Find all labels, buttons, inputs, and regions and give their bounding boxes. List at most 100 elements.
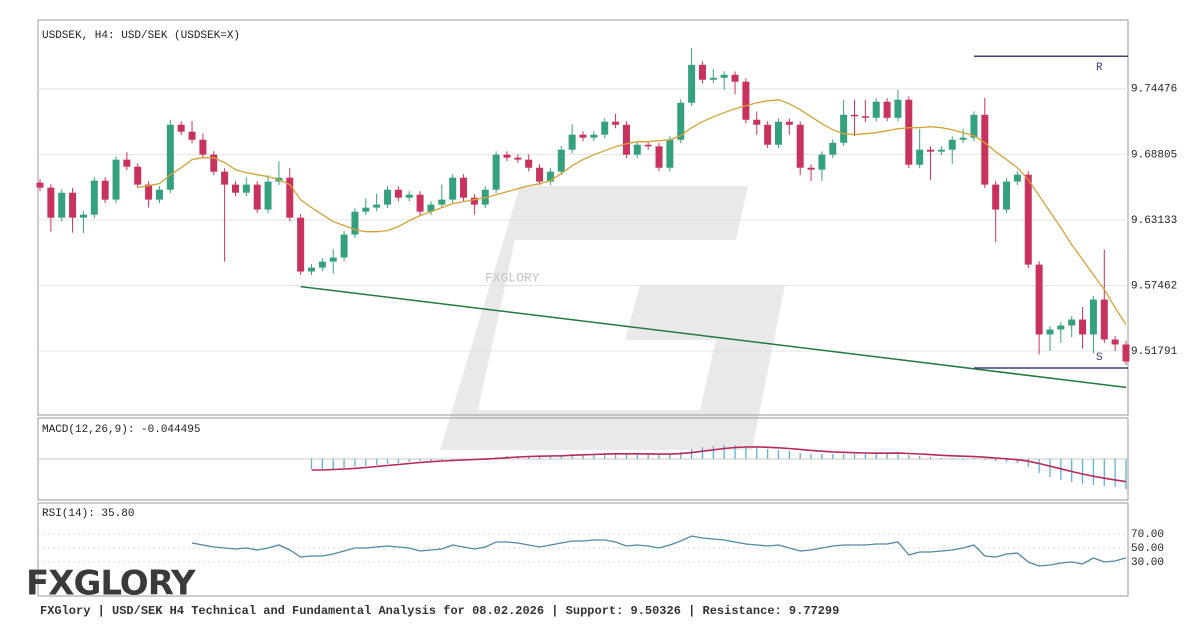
candle-body (69, 192, 77, 218)
level-label: R (1096, 62, 1103, 74)
candle-body (394, 189, 402, 198)
candle-body (145, 184, 153, 200)
candle-body (373, 204, 381, 208)
candle-body (1079, 319, 1087, 335)
candle-body (242, 184, 250, 193)
candle-body (1046, 329, 1054, 335)
candle-body (329, 257, 337, 262)
y-tick-label: 9.63133 (1131, 215, 1177, 227)
candle-body (851, 114, 858, 117)
candle-body (981, 114, 989, 185)
candle-body (427, 204, 435, 212)
candle-body (612, 121, 620, 125)
candle-body (416, 194, 424, 212)
candle-body (742, 81, 750, 120)
main-panel (37, 19, 1129, 416)
candle-body (927, 149, 935, 152)
y-tick-label: 50.00 (1131, 543, 1164, 555)
candle-body (688, 64, 696, 103)
candle-body (677, 102, 685, 140)
candle-body (199, 139, 207, 155)
candle-body (644, 144, 652, 147)
candle-body (796, 124, 804, 168)
candle-body (155, 189, 163, 200)
candle-body (948, 139, 956, 150)
candle-body (992, 184, 1000, 210)
candle-body (525, 159, 533, 168)
candle-body (90, 180, 98, 215)
y-tick-label: 9.57462 (1131, 280, 1177, 292)
macd-title: MACD(12,26,9): -0.044495 (42, 424, 200, 436)
candle-body (340, 234, 348, 258)
candle-body (818, 154, 826, 170)
candle-body (112, 159, 120, 200)
candle-body (861, 116, 869, 118)
candle-body (177, 124, 185, 132)
candle-body (231, 184, 239, 193)
candle-body (514, 157, 522, 160)
y-tick-label: 30.00 (1131, 557, 1164, 569)
candle-body (579, 134, 587, 138)
main-title: USDSEK, H4: USD/SEK (USDSEK=X) (42, 30, 240, 42)
candle-body (134, 166, 142, 185)
rsi-title: RSI(14): 35.80 (42, 508, 134, 520)
candle-body (536, 167, 544, 182)
candle-body (731, 74, 739, 82)
candle-body (655, 146, 663, 168)
candle-body (253, 184, 261, 210)
y-tick-label: 9.74476 (1131, 84, 1177, 96)
candle-body (308, 267, 315, 272)
candle-body (297, 217, 305, 272)
candle-body (774, 121, 782, 145)
candle-body (883, 101, 891, 118)
candle-body (503, 154, 511, 158)
candle-body (698, 64, 706, 80)
candle-body (362, 207, 370, 212)
candle-body (188, 131, 196, 140)
signal-line (311, 446, 1127, 483)
candle-body (210, 154, 218, 172)
candle-body (1068, 319, 1076, 326)
candle-body (894, 99, 902, 118)
candle-body (937, 149, 945, 152)
candle-body (79, 214, 87, 218)
candle-body (1122, 344, 1130, 362)
candle-body (221, 171, 229, 185)
candle-body (709, 77, 717, 80)
candle-body (807, 167, 815, 170)
candle-body (1013, 174, 1021, 182)
candle-body (318, 261, 326, 268)
candle-body (546, 171, 554, 182)
candle-body (166, 124, 174, 190)
candle-body (633, 144, 641, 155)
candle-body (840, 114, 848, 143)
y-tick-label: 70.00 (1131, 529, 1164, 541)
candle-body (405, 194, 413, 198)
candle-body (449, 177, 457, 200)
candle-body (351, 211, 359, 235)
candle-body (568, 134, 576, 150)
candle-body (47, 187, 55, 218)
candle-body (36, 182, 44, 188)
y-tick-label: 9.68805 (1131, 149, 1177, 161)
candle-body (785, 121, 793, 125)
candle-body (1089, 299, 1097, 335)
candle-body (1024, 174, 1032, 265)
candle-body (1111, 339, 1119, 345)
candle-body (872, 101, 880, 118)
candle-body (764, 124, 772, 145)
candle-body (666, 139, 674, 168)
rsi-panel (37, 502, 1129, 597)
moving-average (137, 99, 1127, 325)
candle-body (959, 137, 967, 140)
candle-body (470, 197, 478, 205)
candle-body (101, 180, 109, 200)
candle-body (460, 177, 468, 198)
rsi-line (191, 535, 1127, 567)
trend-line (300, 285, 1127, 389)
watermark: FXGLORY (485, 270, 540, 285)
footer: FXGlory | USD/SEK H4 Technical and Funda… (40, 604, 839, 618)
candle-body (1057, 325, 1065, 330)
